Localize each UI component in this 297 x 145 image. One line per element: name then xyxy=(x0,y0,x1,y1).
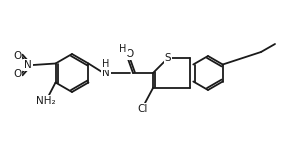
Text: N: N xyxy=(102,68,110,78)
Text: S: S xyxy=(165,53,171,63)
Text: H: H xyxy=(119,44,127,54)
Text: O: O xyxy=(13,51,21,61)
Text: N: N xyxy=(24,60,32,70)
Text: Cl: Cl xyxy=(138,104,148,114)
Text: H: H xyxy=(102,59,110,69)
Text: O: O xyxy=(13,69,21,79)
Text: O: O xyxy=(126,49,134,59)
Text: NH₂: NH₂ xyxy=(36,96,56,106)
